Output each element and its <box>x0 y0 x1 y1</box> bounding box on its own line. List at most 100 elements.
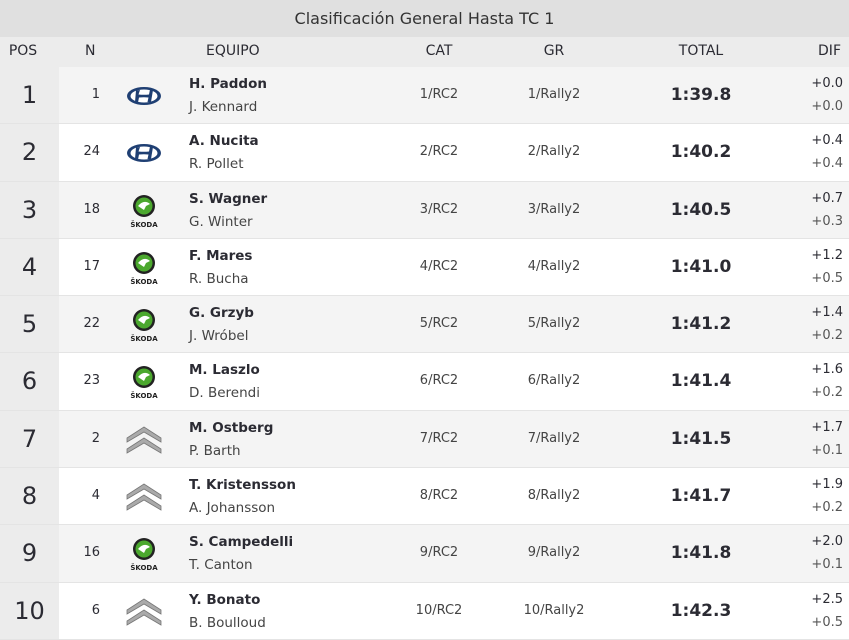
codriver-name: D. Berendi <box>189 385 260 402</box>
category-position: 4/RC2 <box>419 258 459 274</box>
codriver-name: T. Canton <box>189 557 253 574</box>
driver-name: H. Paddon <box>189 76 267 92</box>
table-row: 7 2 M. Ostberg P. Barth 7/RC2 7/Rally2 1… <box>0 410 849 469</box>
col-pos: POS <box>8 43 38 59</box>
category-position: 8/RC2 <box>419 488 459 504</box>
col-equipo: EQUIPO <box>206 43 260 59</box>
col-n: N <box>85 43 96 59</box>
table-header: POS N EQUIPO CAT GR TOTAL DIF <box>0 37 849 67</box>
total-time: 1:41.0 <box>670 256 732 277</box>
skoda-logo-icon: ŠKODA <box>130 194 158 229</box>
skoda-logo-icon: ŠKODA <box>130 538 158 572</box>
car-number: 24 <box>83 144 100 160</box>
position: 6 <box>0 353 59 410</box>
hyundai-logo-icon <box>127 87 161 105</box>
col-dif: DIF <box>818 43 841 59</box>
gap-to-previous: +0.1 <box>811 442 843 458</box>
brand-logo: ŠKODA <box>124 364 164 400</box>
gap-to-previous: +0.0 <box>811 99 843 114</box>
gap-to-leader: +0.0 <box>811 76 843 91</box>
gap-to-previous: +0.1 <box>811 557 843 573</box>
position: 3 <box>0 181 59 238</box>
brand-logo: ŠKODA <box>124 193 164 229</box>
position: 5 <box>0 296 59 353</box>
driver-name: S. Campedelli <box>189 534 294 551</box>
gap-to-leader: +1.2 <box>811 247 843 263</box>
car-number: 1 <box>91 87 100 102</box>
group-position: 3/Rally2 <box>527 201 581 217</box>
table-row: 3 18 ŠKODA S. Wagner G. Winter 3/RC2 3/R… <box>0 181 849 239</box>
total-time: 1:40.5 <box>670 199 732 220</box>
citroen-logo-icon <box>126 483 162 511</box>
table-row: 2 24 A. Nucita R. Pollet 2/RC2 2/Rally2 … <box>0 124 849 182</box>
group-position: 8/Rally2 <box>527 488 581 504</box>
car-number: 4 <box>91 488 100 504</box>
car-number: 17 <box>83 258 100 274</box>
gap-to-previous: +0.3 <box>811 213 843 229</box>
col-total: TOTAL <box>678 43 724 59</box>
skoda-logo-icon: ŠKODA <box>130 366 158 400</box>
total-time: 1:41.5 <box>670 428 732 449</box>
col-gr: GR <box>543 43 565 59</box>
brand-logo: ŠKODA <box>124 250 164 286</box>
brand-logo <box>124 594 164 630</box>
svg-text:ŠKODA: ŠKODA <box>130 220 158 229</box>
category-position: 10/RC2 <box>415 602 463 618</box>
hyundai-logo-icon <box>127 144 161 163</box>
table-row: 9 16 ŠKODA S. Campedelli T. Canton 9/RC2… <box>0 525 849 583</box>
codriver-name: R. Bucha <box>189 270 249 287</box>
total-time: 1:41.4 <box>670 371 732 392</box>
svg-text:ŠKODA: ŠKODA <box>130 277 158 286</box>
position: 10 <box>0 582 59 639</box>
gap-to-leader: +1.4 <box>811 305 843 321</box>
group-position: 5/Rally2 <box>527 316 581 332</box>
driver-name: M. Laszlo <box>189 362 260 379</box>
group-position: 9/Rally2 <box>527 545 581 561</box>
driver-name: Y. Bonato <box>189 591 261 608</box>
gap-to-previous: +0.5 <box>811 614 843 630</box>
brand-logo: ŠKODA <box>124 536 164 572</box>
skoda-logo-icon: ŠKODA <box>130 309 158 343</box>
col-cat: CAT <box>425 43 453 59</box>
svg-text:ŠKODA: ŠKODA <box>130 563 158 572</box>
category-position: 5/RC2 <box>419 316 459 332</box>
driver-name: M. Ostberg <box>189 419 274 436</box>
table-row: 6 23 ŠKODA M. Laszlo D. Berendi 6/RC2 6/… <box>0 353 849 411</box>
category-position: 3/RC2 <box>419 201 459 217</box>
table-row: 10 6 Y. Bonato B. Boulloud 10/RC2 10/Ral… <box>0 582 849 640</box>
gap-to-leader: +1.9 <box>811 477 843 493</box>
brand-logo <box>124 422 164 458</box>
table-row: 5 22 ŠKODA G. Grzyb J. Wróbel 5/RC2 5/Ra… <box>0 296 849 354</box>
svg-text:ŠKODA: ŠKODA <box>130 334 158 343</box>
codriver-name: J. Kennard <box>189 99 258 115</box>
codriver-name: R. Pollet <box>189 156 244 173</box>
category-position: 2/RC2 <box>419 144 459 160</box>
table-row: 8 4 T. Kristensson A. Johansson 8/RC2 8/… <box>0 468 849 526</box>
gap-to-leader: +1.7 <box>811 419 843 435</box>
total-time: 1:39.8 <box>670 85 732 105</box>
category-position: 6/RC2 <box>419 373 459 389</box>
total-time: 1:41.7 <box>670 486 732 507</box>
group-position: 7/Rally2 <box>527 430 581 446</box>
position: 2 <box>0 124 59 181</box>
svg-text:ŠKODA: ŠKODA <box>130 391 158 400</box>
driver-name: S. Wagner <box>189 190 268 207</box>
category-position: 1/RC2 <box>419 87 459 102</box>
citroen-logo-icon <box>126 426 162 454</box>
gap-to-leader: +1.6 <box>811 362 843 378</box>
brand-logo: ŠKODA <box>124 307 164 343</box>
position: 9 <box>0 525 59 582</box>
gap-to-leader: +0.7 <box>811 190 843 206</box>
brand-logo <box>124 479 164 515</box>
gap-to-previous: +0.2 <box>811 500 843 516</box>
group-position: 2/Rally2 <box>527 144 581 160</box>
table-row: 1 1 H. Paddon J. Kennard 1/RC2 1/Rally2 … <box>0 67 849 125</box>
driver-name: G. Grzyb <box>189 305 254 322</box>
car-number: 2 <box>91 430 100 446</box>
gap-to-leader: +2.0 <box>811 534 843 550</box>
table-title: Clasificación General Hasta TC 1 <box>0 0 849 37</box>
gap-to-leader: +2.5 <box>811 591 843 607</box>
car-number: 22 <box>83 316 100 332</box>
brand-logo <box>124 135 164 171</box>
codriver-name: P. Barth <box>189 442 241 459</box>
